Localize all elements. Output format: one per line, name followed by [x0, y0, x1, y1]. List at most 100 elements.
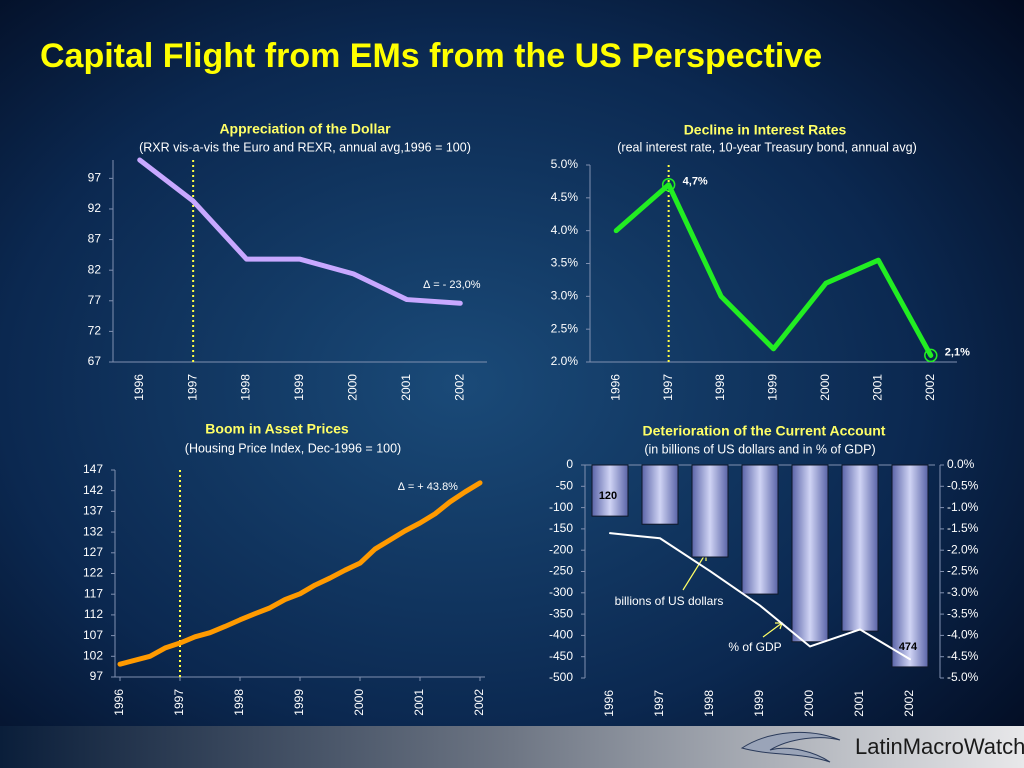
y-tick-label: 77 — [88, 293, 102, 307]
series-name: % of GDP — [728, 640, 781, 654]
annotation: ∆ = - 23,0% — [423, 279, 480, 291]
x-tick-label: 1998 — [239, 374, 253, 401]
x-tick-label: 2002 — [902, 690, 916, 717]
y-tick-label: 127 — [83, 545, 103, 559]
y2-tick-label: -2.5% — [947, 564, 979, 578]
x-tick-label: 2001 — [871, 374, 885, 401]
point-marker — [924, 348, 938, 363]
x-tick-label: 1998 — [702, 690, 716, 717]
y-tick-label: 67 — [88, 354, 102, 368]
y2-tick-label: 0.0% — [947, 457, 975, 471]
y-tick-label: -250 — [549, 564, 573, 578]
y2-tick-label: -3.0% — [947, 585, 979, 599]
y-tick-label: 87 — [88, 232, 102, 246]
bar — [841, 464, 879, 632]
x-tick-label: 2001 — [412, 689, 426, 716]
y2-tick-label: -5.0% — [947, 670, 979, 684]
y-tick-label: 3.0% — [551, 289, 579, 303]
x-tick-label: 2000 — [818, 374, 832, 401]
y-tick-label: -350 — [549, 606, 573, 620]
y-tick-label: 112 — [84, 607, 103, 621]
y-tick-label: -150 — [549, 521, 573, 535]
chart-subtitle: (real interest rate, 10-year Treasury bo… — [617, 140, 916, 154]
x-tick-label: 1998 — [713, 374, 727, 401]
point-marker — [661, 177, 676, 192]
bar — [891, 464, 929, 668]
x-tick-label: 2000 — [352, 689, 366, 716]
x-tick-label: 1997 — [185, 374, 199, 401]
y-tick-label: 0 — [566, 457, 573, 471]
slide-title: Capital Flight from EMs from the US Pers… — [40, 37, 822, 75]
x-tick-label: 1998 — [232, 689, 246, 716]
y-tick-label: -450 — [549, 649, 573, 663]
y2-tick-label: -4.5% — [947, 649, 979, 663]
y-tick-label: -100 — [549, 500, 573, 514]
x-tick-label: 1996 — [608, 374, 622, 401]
y-tick-label: 4.0% — [551, 223, 579, 237]
y-tick-label: 117 — [84, 586, 103, 600]
y-tick-label: 82 — [88, 262, 102, 276]
y2-tick-label: -4.0% — [947, 628, 979, 642]
data-line — [117, 480, 483, 667]
x-tick-label: 2001 — [399, 374, 413, 401]
x-tick-label: 2000 — [802, 690, 816, 717]
y-tick-label: 92 — [88, 201, 102, 215]
x-tick-label: 1996 — [112, 689, 126, 716]
x-tick-label: 1997 — [652, 690, 666, 717]
bar — [691, 464, 729, 558]
x-tick-label: 1996 — [602, 690, 616, 717]
annotation: ∆ = + 43.8% — [398, 481, 458, 493]
y-tick-label: 2.5% — [551, 321, 579, 335]
data-line — [609, 532, 911, 661]
x-tick-label: 1999 — [292, 689, 306, 716]
y-tick-label: 122 — [83, 566, 103, 580]
y-tick-label: 132 — [83, 524, 103, 538]
x-tick-label: 2002 — [452, 374, 466, 401]
y-tick-label: -50 — [556, 478, 574, 492]
y-tick-label: 3.5% — [551, 256, 579, 270]
x-tick-label: 1999 — [292, 374, 306, 401]
y-tick-label: 5.0% — [551, 157, 579, 171]
chart-subtitle: (in billions of US dollars and in % of G… — [644, 442, 875, 456]
y2-tick-label: -1.0% — [947, 500, 979, 514]
bar — [741, 464, 779, 595]
bar — [641, 464, 679, 525]
value-label: 120 — [599, 490, 617, 502]
x-tick-label: 2002 — [923, 374, 937, 401]
chart-title: Decline in Interest Rates — [684, 122, 847, 138]
x-tick-label: 1999 — [766, 374, 780, 401]
bar — [591, 464, 629, 517]
y-tick-label: 137 — [83, 504, 103, 518]
data-line — [613, 182, 934, 358]
y2-tick-label: -0.5% — [947, 478, 979, 492]
y-tick-label: 2.0% — [551, 354, 579, 368]
value-label: 2,1% — [945, 346, 970, 358]
y-tick-label: -300 — [549, 585, 573, 599]
y-tick-label: 147 — [83, 462, 103, 476]
chart-subtitle: (RXR vis-a-vis the Euro and REXR, annual… — [139, 140, 471, 154]
y2-tick-label: -2.0% — [947, 542, 979, 556]
y-tick-label: 4.5% — [551, 190, 579, 204]
y-tick-label: -400 — [549, 628, 573, 642]
data-line — [137, 157, 463, 306]
x-tick-label: 2001 — [852, 690, 866, 717]
chart-subtitle: (Housing Price Index, Dec-1996 = 100) — [185, 441, 401, 455]
footer-band — [0, 726, 1024, 768]
chart-title: Appreciation of the Dollar — [219, 121, 391, 137]
y-tick-label: 102 — [83, 648, 103, 662]
y-tick-label: -200 — [549, 542, 573, 556]
chart-title: Deterioration of the Current Account — [643, 423, 886, 439]
y-tick-label: 97 — [90, 669, 104, 683]
logo-text: LatinMacroWatch — [855, 734, 1024, 759]
y2-tick-label: -1.5% — [947, 521, 979, 535]
y-tick-label: -500 — [549, 670, 573, 684]
x-tick-label: 1996 — [132, 374, 146, 401]
series-name: billions of US dollars — [615, 594, 724, 608]
x-tick-label: 2002 — [472, 689, 486, 716]
x-tick-label: 1999 — [752, 690, 766, 717]
bar — [791, 464, 829, 643]
x-tick-label: 1997 — [661, 374, 675, 401]
y-tick-label: 97 — [88, 171, 102, 185]
